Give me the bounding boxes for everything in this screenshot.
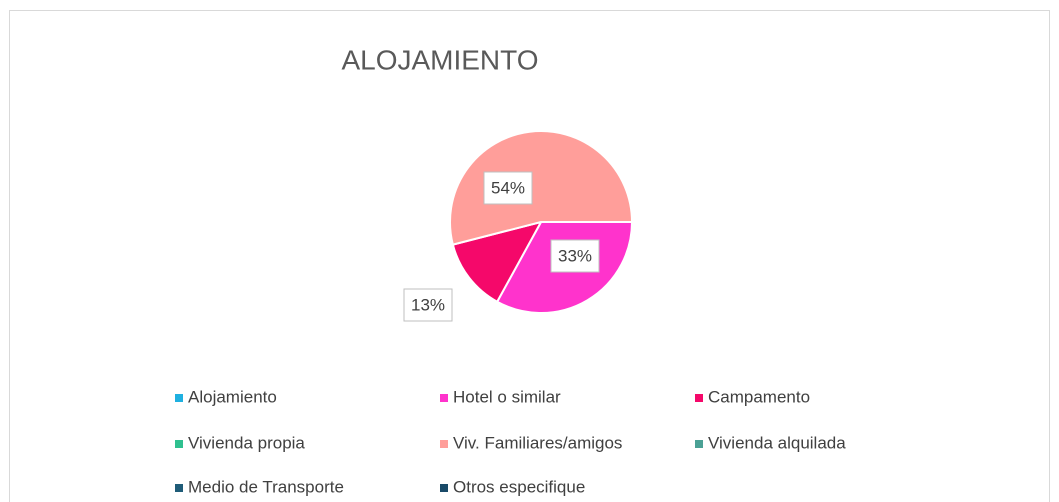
pie-slice bbox=[451, 220, 543, 304]
legend-swatch bbox=[175, 484, 183, 492]
legend-label: Otros especifique bbox=[453, 477, 585, 496]
legend-swatch bbox=[175, 440, 183, 448]
legend-label: Hotel o similar bbox=[453, 387, 561, 406]
legend-swatch bbox=[695, 394, 703, 402]
legend-label: Vivienda propia bbox=[188, 433, 305, 452]
data-label-box bbox=[403, 288, 453, 322]
data-label-box bbox=[550, 239, 600, 273]
data-label: 54% bbox=[491, 178, 525, 197]
legend-label: Vivienda alquilada bbox=[708, 433, 846, 452]
legend-swatch bbox=[695, 440, 703, 448]
data-label: 33% bbox=[558, 246, 592, 265]
legend-label: Viv. Familiares/amigos bbox=[453, 433, 622, 452]
legend-swatch bbox=[440, 484, 448, 492]
data-label-box bbox=[483, 171, 533, 205]
pie-slice bbox=[449, 130, 634, 246]
legend-swatch bbox=[175, 394, 183, 402]
legend-swatch bbox=[440, 440, 448, 448]
legend-swatch bbox=[440, 394, 448, 402]
legend-label: Campamento bbox=[708, 387, 810, 406]
legend-label: Alojamiento bbox=[188, 387, 277, 406]
legend-label: Medio de Transporte bbox=[188, 477, 344, 496]
data-label: 13% bbox=[411, 295, 445, 314]
chart-title: ALOJAMIENTO bbox=[341, 44, 538, 75]
